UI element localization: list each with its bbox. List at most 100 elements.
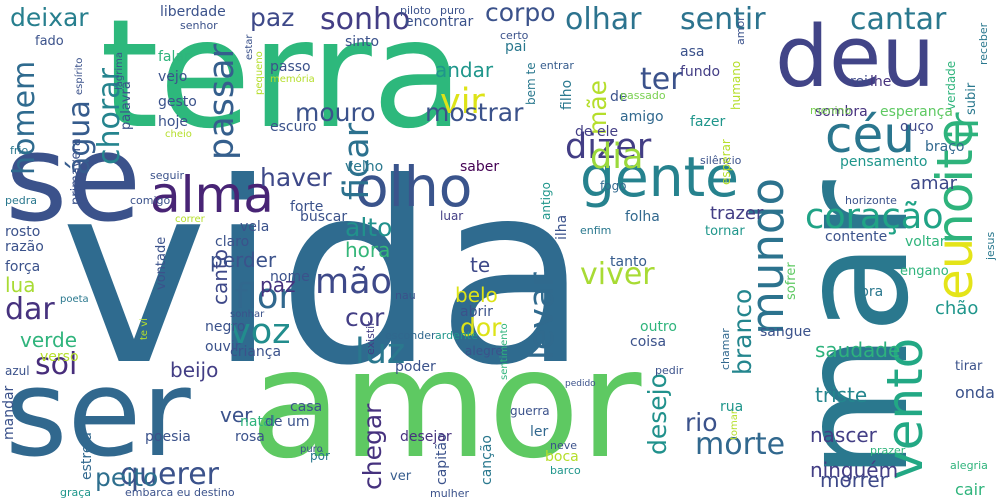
word-98: voltar bbox=[905, 234, 946, 250]
word-7: gente bbox=[580, 145, 740, 209]
word-141: desejar bbox=[400, 429, 452, 445]
word-128: ver bbox=[390, 469, 412, 484]
word-110: luar bbox=[440, 209, 464, 223]
word-181: pequeno bbox=[254, 51, 265, 95]
word-40: olhar bbox=[565, 2, 642, 37]
word-66: morrer bbox=[820, 468, 888, 492]
word-163: comigo bbox=[130, 194, 171, 207]
word-3: amor bbox=[250, 318, 642, 492]
word-0: vida bbox=[60, 129, 590, 420]
word-39: sonho bbox=[320, 2, 411, 37]
word-193: claro bbox=[215, 234, 250, 250]
word-103: enfim bbox=[580, 224, 612, 237]
word-65: ninguém bbox=[810, 458, 899, 482]
word-89: silêncio bbox=[700, 154, 742, 167]
word-53: perder bbox=[210, 248, 277, 272]
word-145: rosa bbox=[235, 429, 265, 445]
word-116: outro bbox=[640, 319, 677, 335]
word-137: boca bbox=[545, 449, 579, 465]
word-111: engano bbox=[900, 264, 949, 279]
word-130: prazer bbox=[870, 444, 906, 457]
word-94: subir bbox=[964, 82, 979, 115]
word-158: razão bbox=[5, 239, 44, 255]
word-133: rua bbox=[720, 399, 744, 415]
word-42: cantar bbox=[850, 2, 947, 37]
word-16: coração bbox=[805, 197, 944, 237]
word-104: ilha bbox=[554, 214, 570, 240]
word-124: poder bbox=[395, 359, 436, 375]
word-201: te vi bbox=[139, 318, 150, 340]
word-86: de bbox=[610, 89, 628, 105]
word-125: esconder bbox=[385, 329, 436, 342]
word-183: encontrar bbox=[405, 14, 474, 30]
word-192: vela bbox=[240, 219, 270, 235]
word-54: canto bbox=[208, 248, 232, 305]
word-189: velho bbox=[345, 159, 384, 175]
word-144: natal bbox=[240, 414, 276, 430]
word-68: ver bbox=[220, 403, 253, 427]
word-22: luz bbox=[355, 332, 406, 372]
word-77: braço bbox=[925, 139, 965, 155]
word-80: sombra bbox=[815, 104, 868, 120]
word-160: pedra bbox=[5, 194, 37, 207]
word-157: força bbox=[5, 259, 41, 275]
word-178: cheio bbox=[165, 129, 192, 140]
word-85: amigo bbox=[620, 109, 664, 125]
word-90: humano bbox=[729, 60, 743, 110]
word-21: mão bbox=[315, 262, 392, 302]
word-105: antigo bbox=[539, 182, 553, 220]
word-88: bem te bbox=[524, 62, 538, 105]
word-185: certo bbox=[500, 29, 529, 42]
word-109: tanto bbox=[610, 254, 647, 270]
word-99: contente bbox=[825, 229, 888, 245]
word-57: belo bbox=[455, 283, 498, 307]
word-118: abrir bbox=[460, 304, 493, 320]
word-33: cor bbox=[345, 303, 385, 332]
word-122: pedir bbox=[655, 364, 684, 377]
word-46: ter bbox=[640, 62, 683, 97]
word-114: sofrer bbox=[784, 262, 799, 300]
word-139: canção bbox=[479, 435, 495, 485]
word-41: sentir bbox=[680, 2, 766, 37]
word-61: branco bbox=[728, 288, 757, 375]
word-123: alegre bbox=[465, 344, 503, 358]
word-121: chamar bbox=[719, 328, 732, 370]
word-197: sonhar bbox=[230, 309, 265, 320]
word-166: palavra bbox=[119, 81, 134, 130]
word-25: dar bbox=[5, 292, 55, 327]
word-71: amar bbox=[910, 173, 957, 194]
word-93: verdade bbox=[944, 60, 958, 110]
word-100: tornar bbox=[705, 224, 745, 239]
word-115: sangue bbox=[760, 324, 812, 340]
word-95: receber bbox=[977, 22, 990, 65]
word-6: deu bbox=[775, 8, 936, 107]
word-106: fogo bbox=[600, 179, 627, 193]
word-199: ouvir bbox=[205, 339, 241, 355]
word-154: azul bbox=[5, 364, 30, 378]
word-64: nascer bbox=[810, 423, 877, 447]
word-172: passo bbox=[270, 59, 311, 75]
word-67: beijo bbox=[170, 358, 219, 382]
word-52: hora bbox=[345, 238, 391, 262]
word-142: pôr bbox=[310, 449, 330, 463]
word-50: haver bbox=[260, 163, 332, 192]
word-171: sinto bbox=[345, 34, 380, 50]
word-78: lhe bbox=[870, 74, 892, 90]
word-132: alegria bbox=[950, 459, 988, 472]
word-91: passado bbox=[620, 89, 666, 102]
word-167: espírito bbox=[74, 57, 85, 95]
word-138: barco bbox=[550, 464, 581, 477]
word-92: entrar bbox=[540, 59, 574, 72]
word-35: peito bbox=[95, 463, 159, 492]
word-23: voz bbox=[230, 312, 291, 352]
word-127: nau bbox=[395, 289, 416, 302]
word-70: verde bbox=[20, 328, 78, 352]
word-5: se bbox=[5, 110, 142, 249]
word-176: gesto bbox=[158, 94, 197, 110]
word-182: piloto bbox=[400, 4, 431, 17]
word-159: rosto bbox=[5, 224, 41, 240]
word-146: de um bbox=[265, 414, 310, 430]
word-112: chão bbox=[935, 298, 979, 319]
word-155: poeta bbox=[60, 294, 89, 305]
